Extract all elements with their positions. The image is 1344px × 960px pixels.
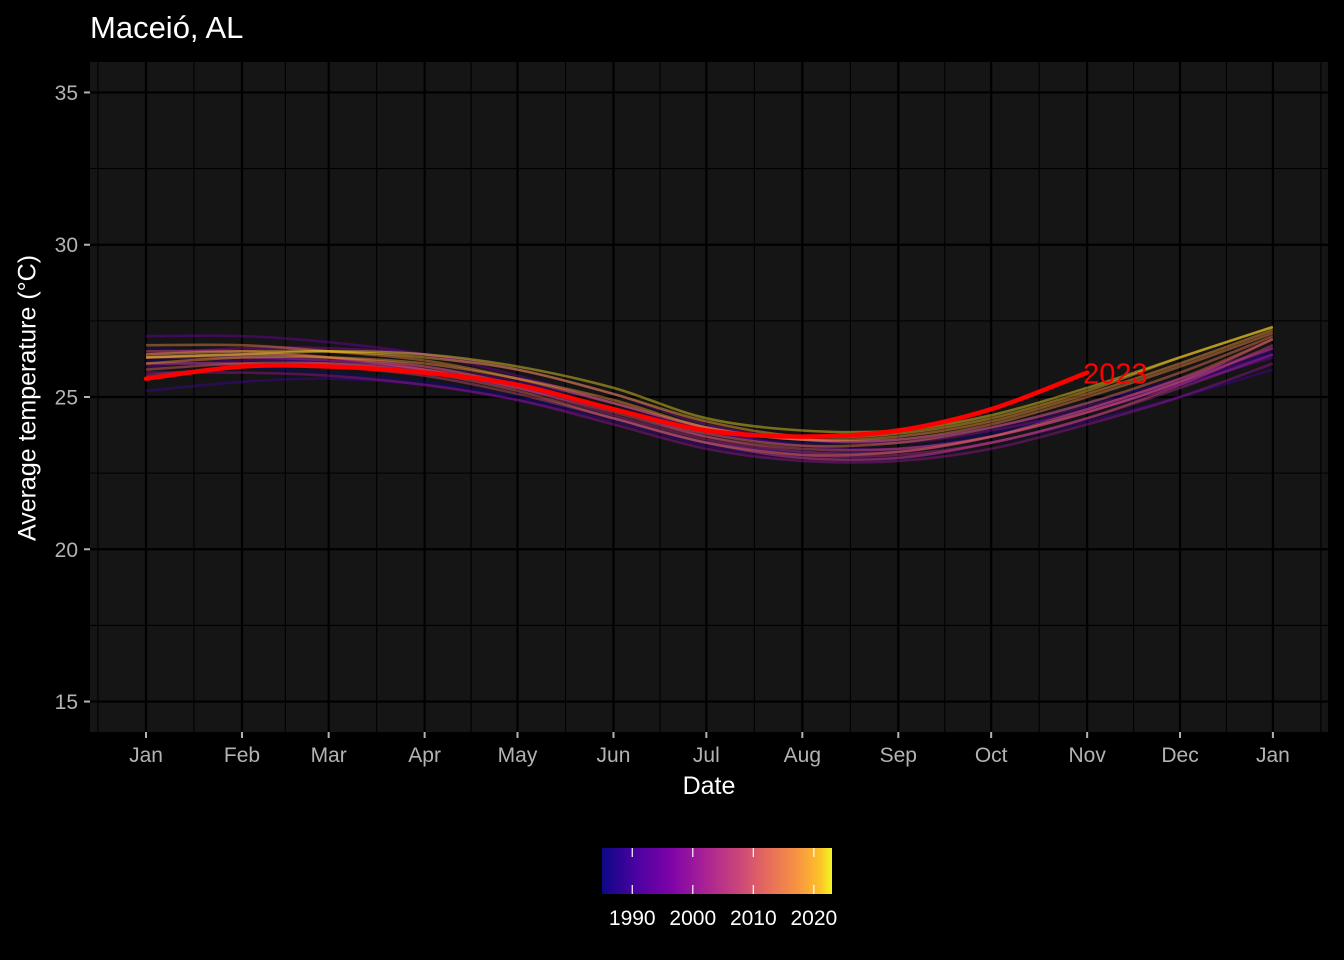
x-tick-label: Dec (1161, 744, 1198, 767)
highlight-series (143, 363, 1090, 439)
series-line (145, 337, 1274, 452)
y-tick-label: 20 (55, 539, 78, 562)
x-tick-label: Oct (975, 744, 1008, 767)
series-line (145, 353, 1274, 458)
series-line (145, 325, 1274, 434)
x-axis-label: Date (682, 772, 736, 800)
x-tick-label: Aug (784, 744, 821, 767)
x-tick-label: Nov (1068, 744, 1106, 767)
colorbar-tick-label: 2020 (790, 907, 837, 930)
colorbar (602, 848, 832, 894)
y-tick-label: 15 (55, 691, 78, 714)
x-tick-label: Jun (597, 744, 631, 767)
x-tick-label: May (498, 744, 538, 767)
series-line (145, 328, 1274, 442)
y-tick-label: 25 (55, 387, 78, 410)
axes: 15 20 25 30 35 Jan Feb Mar Apr May Jun Jul Aug Sep Oct… (55, 82, 1290, 767)
x-tick-label: Feb (224, 744, 260, 767)
series-line (145, 347, 1274, 445)
series-line (145, 334, 1274, 448)
series-line (145, 347, 1274, 456)
x-tick-label: Sep (880, 744, 917, 767)
series-line (145, 362, 1274, 464)
grid (90, 62, 1328, 732)
series-line (145, 325, 1274, 439)
x-tick-label: Jan (129, 744, 163, 767)
series-line (145, 337, 1274, 457)
highlight-line (143, 363, 1090, 439)
series-line (145, 331, 1274, 443)
x-tick-label: Jan (1256, 744, 1290, 767)
series-line (145, 346, 1274, 445)
colorbar-tick-label: 2010 (730, 907, 777, 930)
chart-title: Maceió, AL (90, 10, 244, 45)
highlight-label: 2023 (1083, 359, 1148, 391)
series-line (145, 368, 1274, 461)
x-tick-label: Jul (693, 744, 720, 767)
series-line (145, 353, 1274, 454)
y-tick-label: 30 (55, 234, 78, 257)
x-tick-label: Mar (311, 744, 347, 767)
colorbar-tick-label: 1990 (609, 907, 656, 930)
series-line (145, 353, 1274, 443)
y-tick-label: 35 (55, 82, 78, 105)
colorbar-legend: 1990 2000 2010 2020 (602, 848, 837, 930)
colorbar-tick-label: 2000 (669, 907, 716, 930)
x-tick-label: Apr (408, 744, 441, 767)
